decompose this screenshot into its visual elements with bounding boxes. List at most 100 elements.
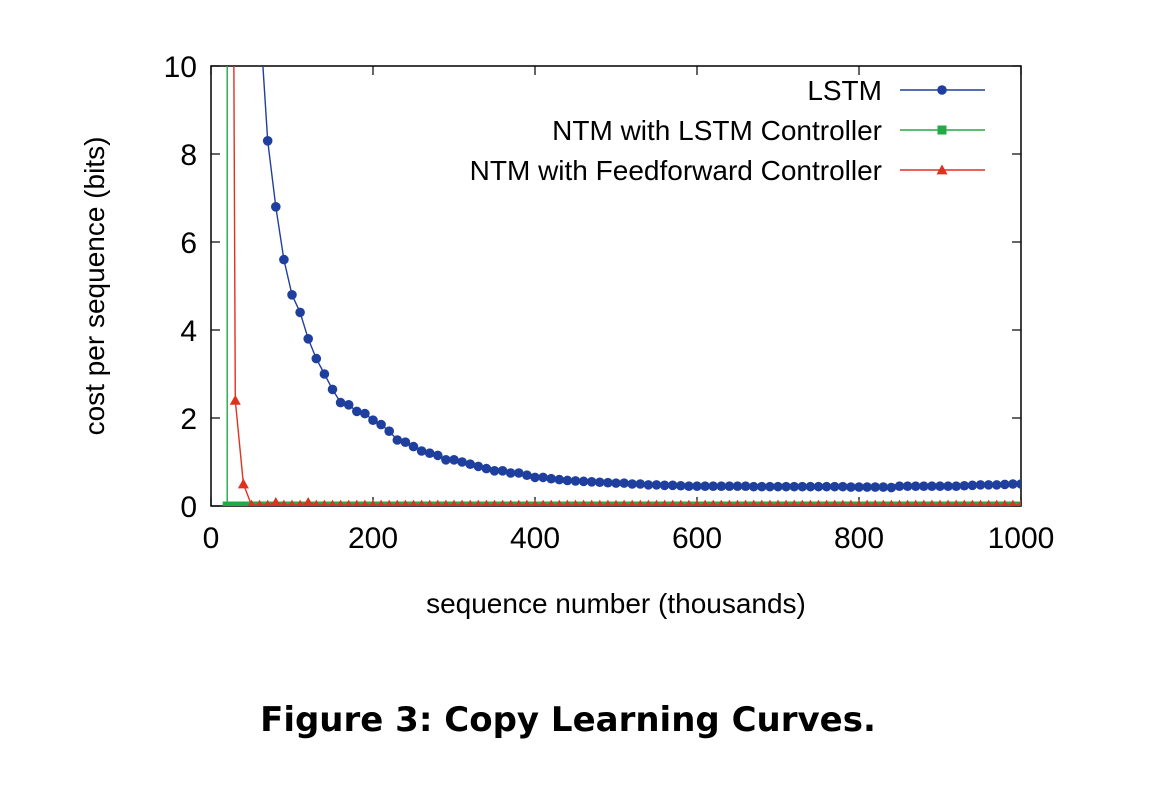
data-point (798, 499, 806, 506)
data-point (659, 480, 670, 491)
data-point (441, 455, 451, 465)
data-point (823, 499, 831, 506)
data-point (303, 496, 314, 506)
data-point (1016, 479, 1021, 489)
data-point (894, 481, 905, 492)
data-point (1009, 499, 1017, 506)
data-point (303, 334, 314, 344)
y-tick-label: 10 (164, 51, 197, 84)
data-point (571, 499, 580, 506)
data-point (271, 202, 281, 212)
data-point (725, 499, 733, 506)
data-point (774, 499, 782, 506)
data-point (839, 499, 847, 506)
x-tick-label: 200 (348, 522, 398, 555)
data-point (667, 480, 678, 491)
data-point (692, 481, 702, 492)
data-point (758, 499, 766, 506)
data-point (676, 480, 686, 491)
data-point (392, 435, 403, 445)
data-point (716, 481, 727, 492)
series-group (222, 66, 1021, 506)
data-point (693, 499, 701, 506)
data-point (393, 499, 401, 506)
data-point (920, 499, 928, 506)
x-tick-label: 1000 (988, 522, 1055, 555)
data-point (546, 473, 556, 484)
data-point (959, 480, 970, 491)
data-point (450, 499, 458, 506)
data-point (952, 499, 960, 506)
data-point (368, 415, 378, 426)
data-point (750, 499, 758, 506)
data-point (400, 437, 411, 448)
data-point (740, 481, 751, 492)
data-point (636, 499, 644, 506)
data-point (732, 481, 743, 492)
data-point (222, 501, 232, 506)
series-1 (222, 66, 1021, 506)
data-point (1001, 499, 1009, 506)
data-point (709, 499, 717, 506)
data-point (578, 476, 589, 487)
data-point (311, 353, 322, 364)
data-point (328, 499, 337, 506)
data-point (474, 499, 482, 506)
data-point (871, 499, 879, 506)
data-point (870, 482, 880, 492)
data-point (1000, 479, 1010, 490)
data-point (473, 461, 484, 472)
data-point (831, 499, 839, 506)
data-point (635, 479, 646, 489)
data-point (765, 481, 775, 492)
data-point (499, 499, 507, 506)
legend-swatch-marker (937, 85, 947, 95)
data-point (669, 499, 677, 506)
data-point (904, 499, 912, 506)
data-point (717, 499, 725, 506)
figure-caption: Figure 3: Copy Learning Curves. (260, 700, 876, 740)
data-point (813, 481, 824, 492)
x-tick-label: 600 (672, 522, 722, 555)
data-point (902, 481, 913, 492)
data-point (426, 499, 434, 506)
data-point (457, 457, 467, 467)
data-point (603, 477, 613, 488)
data-point (967, 480, 978, 491)
data-point (353, 499, 361, 506)
legend: LSTM NTM with LSTM Controller NTM with Fee… (470, 75, 985, 186)
data-point (919, 481, 929, 492)
data-point (481, 463, 492, 474)
data-point (748, 481, 759, 492)
plot-area (222, 66, 1021, 506)
data-point (862, 482, 872, 492)
data-point (757, 481, 767, 492)
data-point (563, 499, 571, 506)
data-point (264, 499, 272, 506)
data-point (523, 499, 531, 506)
data-point (910, 481, 921, 492)
data-point (1017, 499, 1021, 506)
data-point (928, 499, 936, 506)
data-point (287, 290, 297, 300)
data-point (863, 499, 871, 506)
data-point (530, 472, 540, 483)
data-point (742, 499, 750, 506)
data-point (238, 501, 248, 506)
data-point (256, 499, 264, 506)
data-point (505, 468, 516, 478)
data-point (352, 406, 362, 417)
data-point (806, 499, 814, 506)
data-point (619, 478, 629, 488)
data-point (401, 499, 409, 506)
legend-label: NTM with Feedforward Controller (470, 155, 882, 186)
data-point (936, 499, 944, 506)
y-tick-label: 6 (180, 227, 197, 260)
data-point (838, 481, 848, 492)
data-point (562, 475, 573, 486)
data-point (943, 481, 953, 492)
data-point (547, 499, 555, 506)
data-point (465, 459, 476, 470)
data-point (586, 477, 597, 487)
data-point (424, 448, 435, 459)
